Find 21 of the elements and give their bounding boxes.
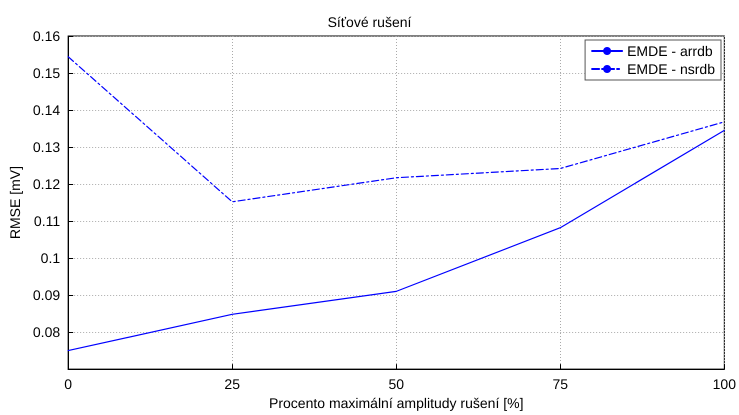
y-tick-label: 0.11 (34, 213, 60, 230)
x-axis-title: Procento maximální amplitudy rušení [%] (269, 395, 524, 411)
y-tick-label: 0.14 (32, 102, 60, 118)
chart-title: Síťové rušení (328, 14, 412, 30)
legend-label: EMDE - nsrdb (627, 61, 716, 77)
x-tick-label: 25 (224, 376, 240, 392)
line-series (68, 56, 725, 202)
x-tick-label: 75 (552, 376, 568, 392)
y-tick-label: 0.13 (32, 139, 60, 156)
y-tick-label: 0.09 (32, 287, 60, 304)
line-series (68, 130, 725, 352)
y-tick-label: 0.1 (40, 250, 60, 266)
y-tick-label: 0.16 (32, 28, 60, 44)
x-tick-label: 0 (64, 376, 72, 392)
y-tick-label: 0.15 (32, 65, 60, 82)
y-axis-title: RMSE [mV] (7, 166, 23, 240)
y-tick-label: 0.12 (32, 176, 60, 192)
legend-label: EMDE - arrdb (627, 43, 713, 59)
x-tick-label: 50 (388, 376, 404, 392)
x-tick-label: 100 (712, 376, 736, 392)
y-tick-label: 0.08 (32, 324, 60, 340)
